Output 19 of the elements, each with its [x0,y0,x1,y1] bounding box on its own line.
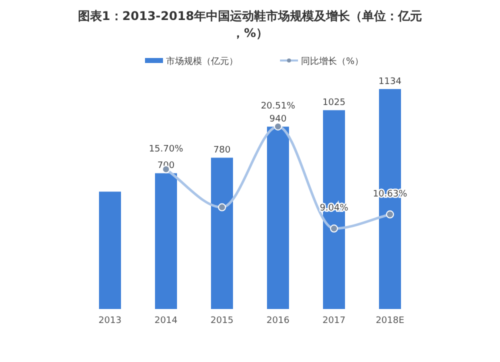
x-tick-label: 2018E [376,316,405,326]
x-tick-label: 2015 [210,316,234,326]
bar [211,158,233,309]
data-label: 15.70% [148,144,184,154]
x-tick-label: 2013 [98,316,122,326]
bar [155,173,177,309]
data-label: 20.51% [260,101,296,112]
x-tick-label: 2014 [154,316,178,326]
x-tick-label: 2017 [322,316,346,326]
x-tick-label: 2016 [266,316,290,326]
data-label: 1025 [322,98,346,108]
legend-label: 同比增长（%） [301,56,364,67]
data-label: 940 [269,114,287,125]
bar [99,192,121,309]
chart-title: 图表1：2013-2018年中国运动鞋市场规模及增长（单位：亿元，%） [78,9,422,40]
data-label: 1134 [378,77,402,88]
legend-label: 市场规模（亿元） [166,56,238,67]
data-label: 780 [213,146,231,156]
bar [267,126,289,309]
